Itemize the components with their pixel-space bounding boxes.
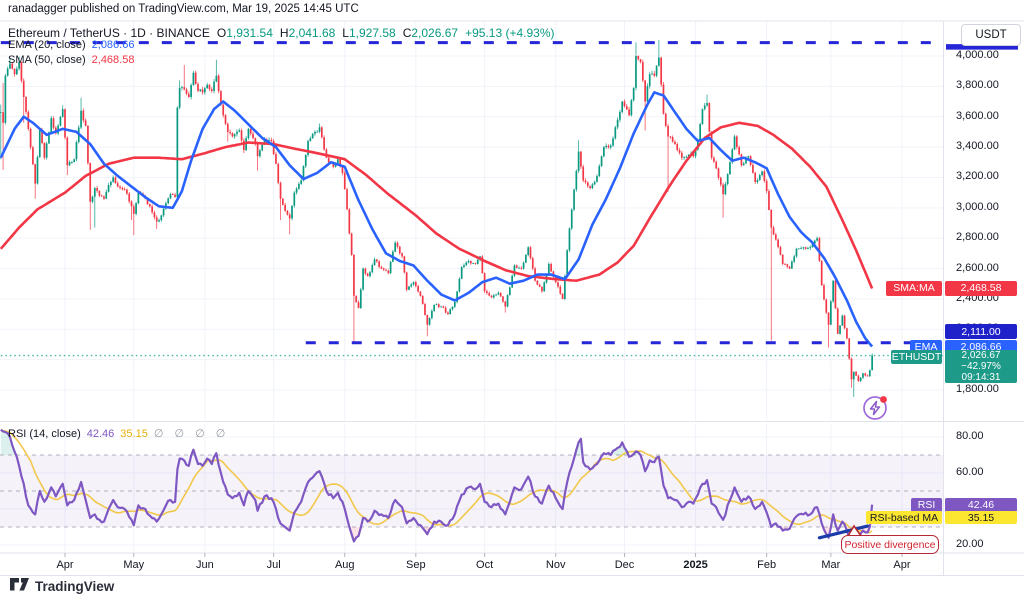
divergence-callout[interactable]: Positive divergence: [841, 535, 939, 554]
currency-toggle-button[interactable]: USDT: [961, 24, 1021, 46]
rsi-ma-tag-chip: RSI-based MA: [866, 511, 942, 525]
ohlc-value: 1,927.58: [348, 26, 396, 40]
symbol-title: Ethereum / TetherUS · 1D · BINANCE: [8, 26, 210, 40]
price-tick-label: 3,600.00: [956, 109, 999, 122]
tradingview-logo-icon: [10, 578, 29, 591]
ohlc-values: O1,931.54 H2,041.68 L1,927.58 C2,026.67: [210, 26, 458, 40]
rsi-legend-label: RSI (14, close): [8, 428, 81, 440]
time-tick-label: Sep: [406, 559, 426, 571]
tradingview-brand[interactable]: TradingView: [10, 578, 114, 594]
rsi-legend-empty-values: ∅ ∅ ∅ ∅: [153, 428, 230, 440]
ohlc-value: 2,041.68: [288, 26, 336, 40]
publish-header: ranadagger published on TradingView.com,…: [8, 3, 359, 15]
ema-legend-label: EMA (20, close): [8, 39, 86, 51]
rsi-ma-legend-value: 35.15: [120, 428, 148, 440]
time-tick-label: Mar: [821, 559, 841, 571]
rsi-tick-label: 20.00: [956, 538, 984, 550]
price-tick-label: 3,800.00: [956, 79, 999, 92]
price-tick-label: 3,000.00: [956, 200, 999, 213]
price-tick-label: 1,800.00: [956, 383, 999, 395]
ema-legend-row[interactable]: EMA (20, close) 2,086.66: [8, 39, 134, 51]
bar-countdown: 09:14:31: [961, 372, 1001, 383]
last-price-value: 2,026.67: [961, 350, 1001, 361]
symbol-legend-row[interactable]: Ethereum / TetherUS · 1D · BINANCE O1,931…: [8, 26, 555, 40]
last-change-value: −42.97%: [961, 361, 1001, 372]
sma-legend-row[interactable]: SMA (50, close) 2,468.58: [8, 54, 134, 66]
price-tick-label: 3,200.00: [956, 170, 999, 183]
tradingview-brand-label: TradingView: [35, 578, 115, 594]
price-tick-label: 4,000.00: [956, 48, 999, 61]
time-tick-label: 2025: [683, 559, 708, 571]
ohlc-key: C: [402, 26, 412, 40]
time-tick-label: Aug: [334, 559, 355, 571]
time-tick-label: May: [123, 559, 145, 571]
time-tick-label: Apr: [893, 559, 911, 571]
ohlc-value: 1,931.54: [226, 26, 273, 40]
sma-legend-label: SMA (50, close): [8, 54, 86, 66]
ema-legend-value: 2,086.66: [91, 39, 135, 51]
price-tick-label: 3,400.00: [956, 140, 999, 153]
rsi-tag-chip: RSI: [911, 497, 942, 512]
ohlc-key: L: [342, 26, 349, 40]
last-price-chip: 2,026.67 −42.97% 09:14:31: [945, 350, 1017, 383]
ohlc-key: O: [216, 26, 227, 40]
ohlc-key: H: [279, 26, 289, 40]
price-tick-label: 2,800.00: [956, 231, 999, 244]
rsi-legend-row[interactable]: RSI (14, close) 42.46 35.15 ∅ ∅ ∅ ∅: [8, 427, 229, 440]
price-tick-label: 2,600.00: [956, 261, 999, 274]
time-tick-label: Jun: [195, 559, 214, 571]
time-tick-label: Feb: [757, 559, 777, 571]
boost-lightning-icon[interactable]: [863, 396, 887, 420]
rsi-tick-label: 60.00: [956, 466, 984, 478]
change-value: +95.13 (+4.93%): [465, 26, 555, 40]
sma-tag-chip: SMA:MA: [886, 280, 942, 296]
support-level-chip: 2,111.00: [945, 324, 1017, 339]
rsi-ma-value-chip: 35.15: [945, 511, 1017, 525]
time-tick-label: Oct: [476, 559, 494, 571]
time-tick-label: Dec: [614, 559, 635, 571]
symbol-tag-chip: ETHUSDT: [891, 350, 942, 364]
sma-value-chip: 2,468.58: [945, 280, 1017, 296]
rsi-tick-label: 80.00: [956, 430, 984, 442]
rsi-value-chip: 42.46: [945, 497, 1017, 512]
sma-legend-value: 2,468.58: [91, 54, 135, 66]
time-tick-label: Nov: [545, 559, 566, 571]
rsi-legend-value: 42.46: [86, 428, 115, 440]
time-tick-label: Jul: [266, 559, 281, 571]
ohlc-value: 2,026.67: [411, 26, 459, 40]
time-tick-label: Apr: [56, 559, 74, 571]
